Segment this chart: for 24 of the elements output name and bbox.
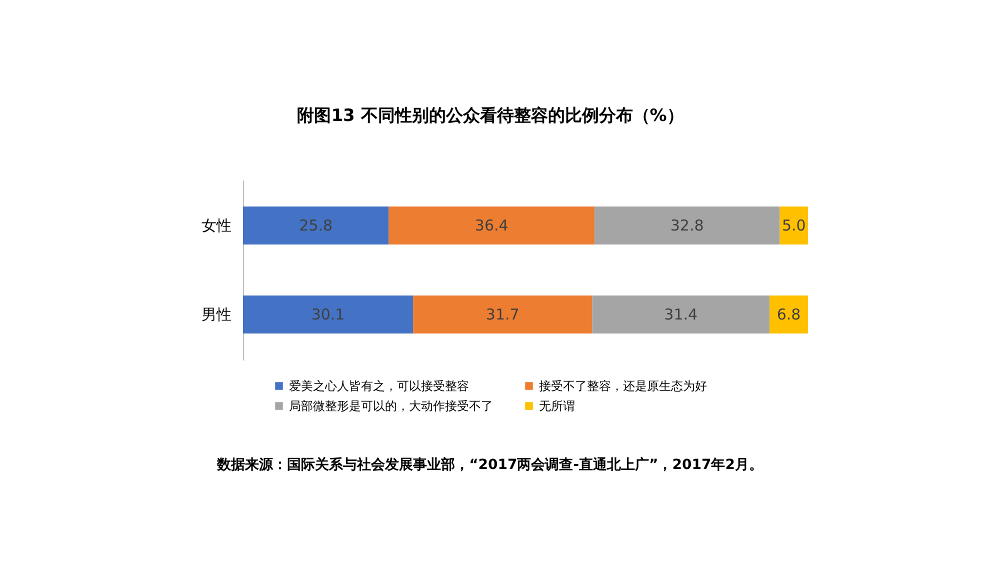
legend-label: 无所谓 [539, 399, 575, 413]
bar [243, 206, 389, 244]
bar [243, 296, 414, 334]
data-label: 32.8 [670, 216, 704, 234]
data-label: 6.8 [776, 306, 801, 324]
bar [594, 206, 780, 244]
legend-label: 局部微整形是可以的，大动作接受不了 [289, 399, 493, 413]
data-label: 5.0 [782, 216, 806, 234]
data-label: 31.7 [486, 306, 520, 324]
bar [413, 296, 592, 334]
data-label: 25.8 [299, 216, 333, 234]
legend-label: 接受不了整容，还是原生态为好 [539, 379, 707, 393]
data-label: 30.1 [311, 306, 345, 324]
legend-label: 爱美之心人皆有之，可以接受整容 [289, 379, 469, 393]
bar [770, 296, 808, 334]
bar [592, 296, 770, 334]
data-label: 36.4 [474, 216, 508, 234]
y-tick-label: 女性 [202, 216, 232, 234]
bar [388, 206, 594, 244]
source-note: 数据来源：国际关系与社会发展事业部，“2017两会调查-直通北上广”，2017年2月。 [216, 456, 763, 473]
chart-title: 附图13 不同性别的公众看待整容的比例分布（%） [297, 106, 684, 126]
y-tick-label: 男性 [202, 306, 232, 324]
bar [780, 206, 808, 244]
data-label: 31.4 [664, 306, 698, 324]
